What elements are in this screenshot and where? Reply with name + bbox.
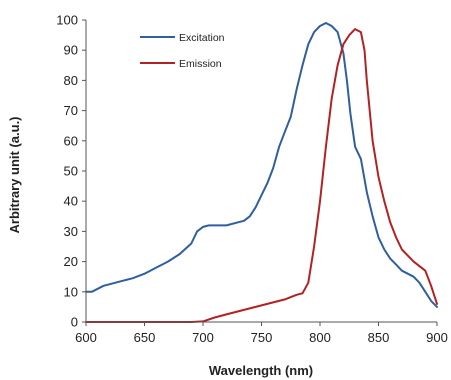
legend-label-excitation: Excitation [179, 32, 225, 44]
y-tick-label: 50 [64, 164, 78, 179]
series-line-emission [85, 28, 438, 323]
y-tick-label: 20 [64, 254, 78, 269]
y-axis-title: Arbitrary unit (a.u.) [7, 116, 22, 233]
y-tick-label: 100 [56, 13, 78, 28]
y-tick-label: 60 [64, 133, 78, 148]
y-tick-label: 80 [64, 73, 78, 88]
series-layer [85, 22, 438, 323]
x-tick-label: 850 [368, 330, 390, 345]
legend: Excitation Emission [140, 32, 225, 70]
y-tick-label: 70 [64, 103, 78, 118]
y-tick-label: 30 [64, 224, 78, 239]
y-tick-label: 90 [64, 43, 78, 58]
legend-label-emission: Emission [179, 58, 222, 70]
x-tick-label: 800 [309, 330, 331, 345]
x-tick-label: 650 [134, 330, 156, 345]
y-tick-label: 40 [64, 194, 78, 209]
ticks-layer: 0 10 20 30 40 50 60 70 80 90 100 600 650 700 750 800 850… [56, 13, 448, 346]
series-line-excitation [85, 22, 438, 308]
x-tick-label: 600 [75, 330, 97, 345]
x-tick-label: 900 [426, 330, 448, 345]
y-tick-label: 0 [71, 315, 78, 330]
y-tick-label: 10 [64, 284, 78, 299]
x-tick-label: 750 [251, 330, 273, 345]
x-tick-label: 700 [192, 330, 214, 345]
x-axis-title: Wavelength (nm) [209, 363, 313, 378]
